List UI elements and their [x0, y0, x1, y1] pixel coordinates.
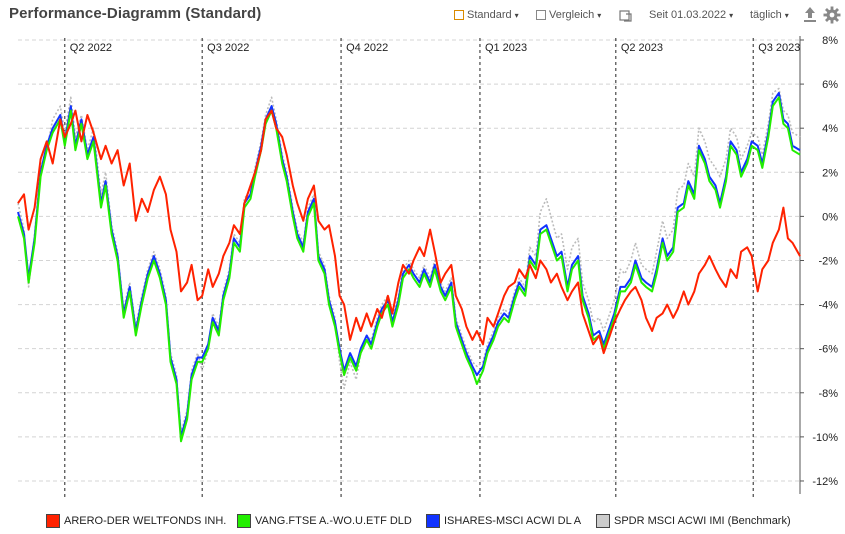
y-tick-label: 2%: [822, 167, 838, 179]
vergleich-caret-icon[interactable]: ▾: [597, 10, 602, 20]
interval-select[interactable]: täglich ▾: [750, 9, 789, 21]
export-icon[interactable]: [803, 6, 817, 23]
quarter-label: Q3 2022: [207, 42, 249, 54]
settings-icon[interactable]: [823, 6, 841, 24]
legend-swatch-arero: [46, 514, 60, 528]
settings-button[interactable]: [823, 6, 841, 24]
standard-checkbox-icon[interactable]: [454, 10, 464, 20]
series-line-ishares-msci-acwi-dl-a[interactable]: [17, 91, 801, 438]
y-tick-label: 4%: [822, 123, 838, 135]
standard-label: Standard: [467, 9, 512, 21]
series-line-vang-ftse-a-wo-u-etf-dld[interactable]: [17, 96, 801, 443]
interval-caret-icon[interactable]: ▾: [784, 10, 789, 20]
legend-item-vanguard[interactable]: VANG.FTSE A.-WO.U.ETF DLD: [237, 514, 412, 528]
y-tick-label: -4%: [818, 300, 838, 312]
chart-type-icon[interactable]: [619, 9, 632, 22]
legend-item-spdr[interactable]: SPDR MSCI ACWI IMI (Benchmark): [596, 514, 791, 528]
legend-item-ishares[interactable]: ISHARES-MSCI ACWI DL A: [426, 514, 581, 528]
quarter-label: Q4 2022: [346, 42, 388, 54]
y-tick-label: -8%: [818, 388, 838, 400]
quarter-label: Q2 2022: [70, 42, 112, 54]
since-label: Seit 01.03.2022: [649, 9, 727, 21]
series-line-arero-der-weltfonds-inh[interactable]: [17, 109, 801, 355]
series-line-spdr-msci-acwi-imi-benchmark[interactable]: [17, 87, 801, 434]
chart-type-button[interactable]: [619, 9, 632, 22]
since-select[interactable]: Seit 01.03.2022 ▾: [649, 9, 733, 21]
legend-label-ishares: ISHARES-MSCI ACWI DL A: [444, 515, 582, 527]
since-caret-icon[interactable]: ▾: [729, 10, 734, 20]
y-tick-label: -10%: [812, 432, 838, 444]
quarter-label: Q2 2023: [621, 42, 663, 54]
chart-legend: ARERO-DER WELTFONDS INH. VANG.FTSE A.-WO…: [0, 512, 845, 532]
y-tick-label: -12%: [812, 476, 838, 488]
standard-caret-icon[interactable]: ▾: [514, 10, 519, 20]
quarter-label: Q3 2023: [758, 42, 800, 54]
performance-chart[interactable]: 8% 6% 4% 2% 0% -2% -4% -6% -8% -10% -12% Q2 2022 Q3 …: [0, 30, 845, 508]
y-tick-label: -2%: [818, 255, 838, 267]
legend-swatch-vanguard: [237, 514, 251, 528]
chart-header: Performance-Diagramm (Standard) Standard…: [0, 0, 845, 30]
legend-label-arero: ARERO-DER WELTFONDS INH.: [64, 515, 227, 527]
vergleich-checkbox-icon[interactable]: [536, 10, 546, 20]
interval-label: täglich: [750, 9, 782, 21]
legend-item-arero[interactable]: ARERO-DER WELTFONDS INH.: [46, 514, 226, 528]
y-tick-label: 8%: [822, 35, 838, 47]
vergleich-label: Vergleich: [549, 9, 595, 21]
legend-label-vanguard: VANG.FTSE A.-WO.U.ETF DLD: [255, 515, 412, 527]
legend-label-spdr: SPDR MSCI ACWI IMI (Benchmark): [614, 515, 791, 527]
standard-toggle[interactable]: Standard ▾: [454, 9, 519, 21]
quarter-label: Q1 2023: [485, 42, 527, 54]
legend-swatch-ishares: [426, 514, 440, 528]
y-tick-label: 0%: [822, 211, 838, 223]
legend-swatch-spdr: [596, 514, 610, 528]
chart-title: Performance-Diagramm (Standard): [9, 5, 262, 22]
y-tick-label: 6%: [822, 79, 838, 91]
y-tick-label: -6%: [818, 344, 838, 356]
vergleich-toggle[interactable]: Vergleich ▾: [536, 9, 601, 21]
export-button[interactable]: [803, 6, 817, 23]
